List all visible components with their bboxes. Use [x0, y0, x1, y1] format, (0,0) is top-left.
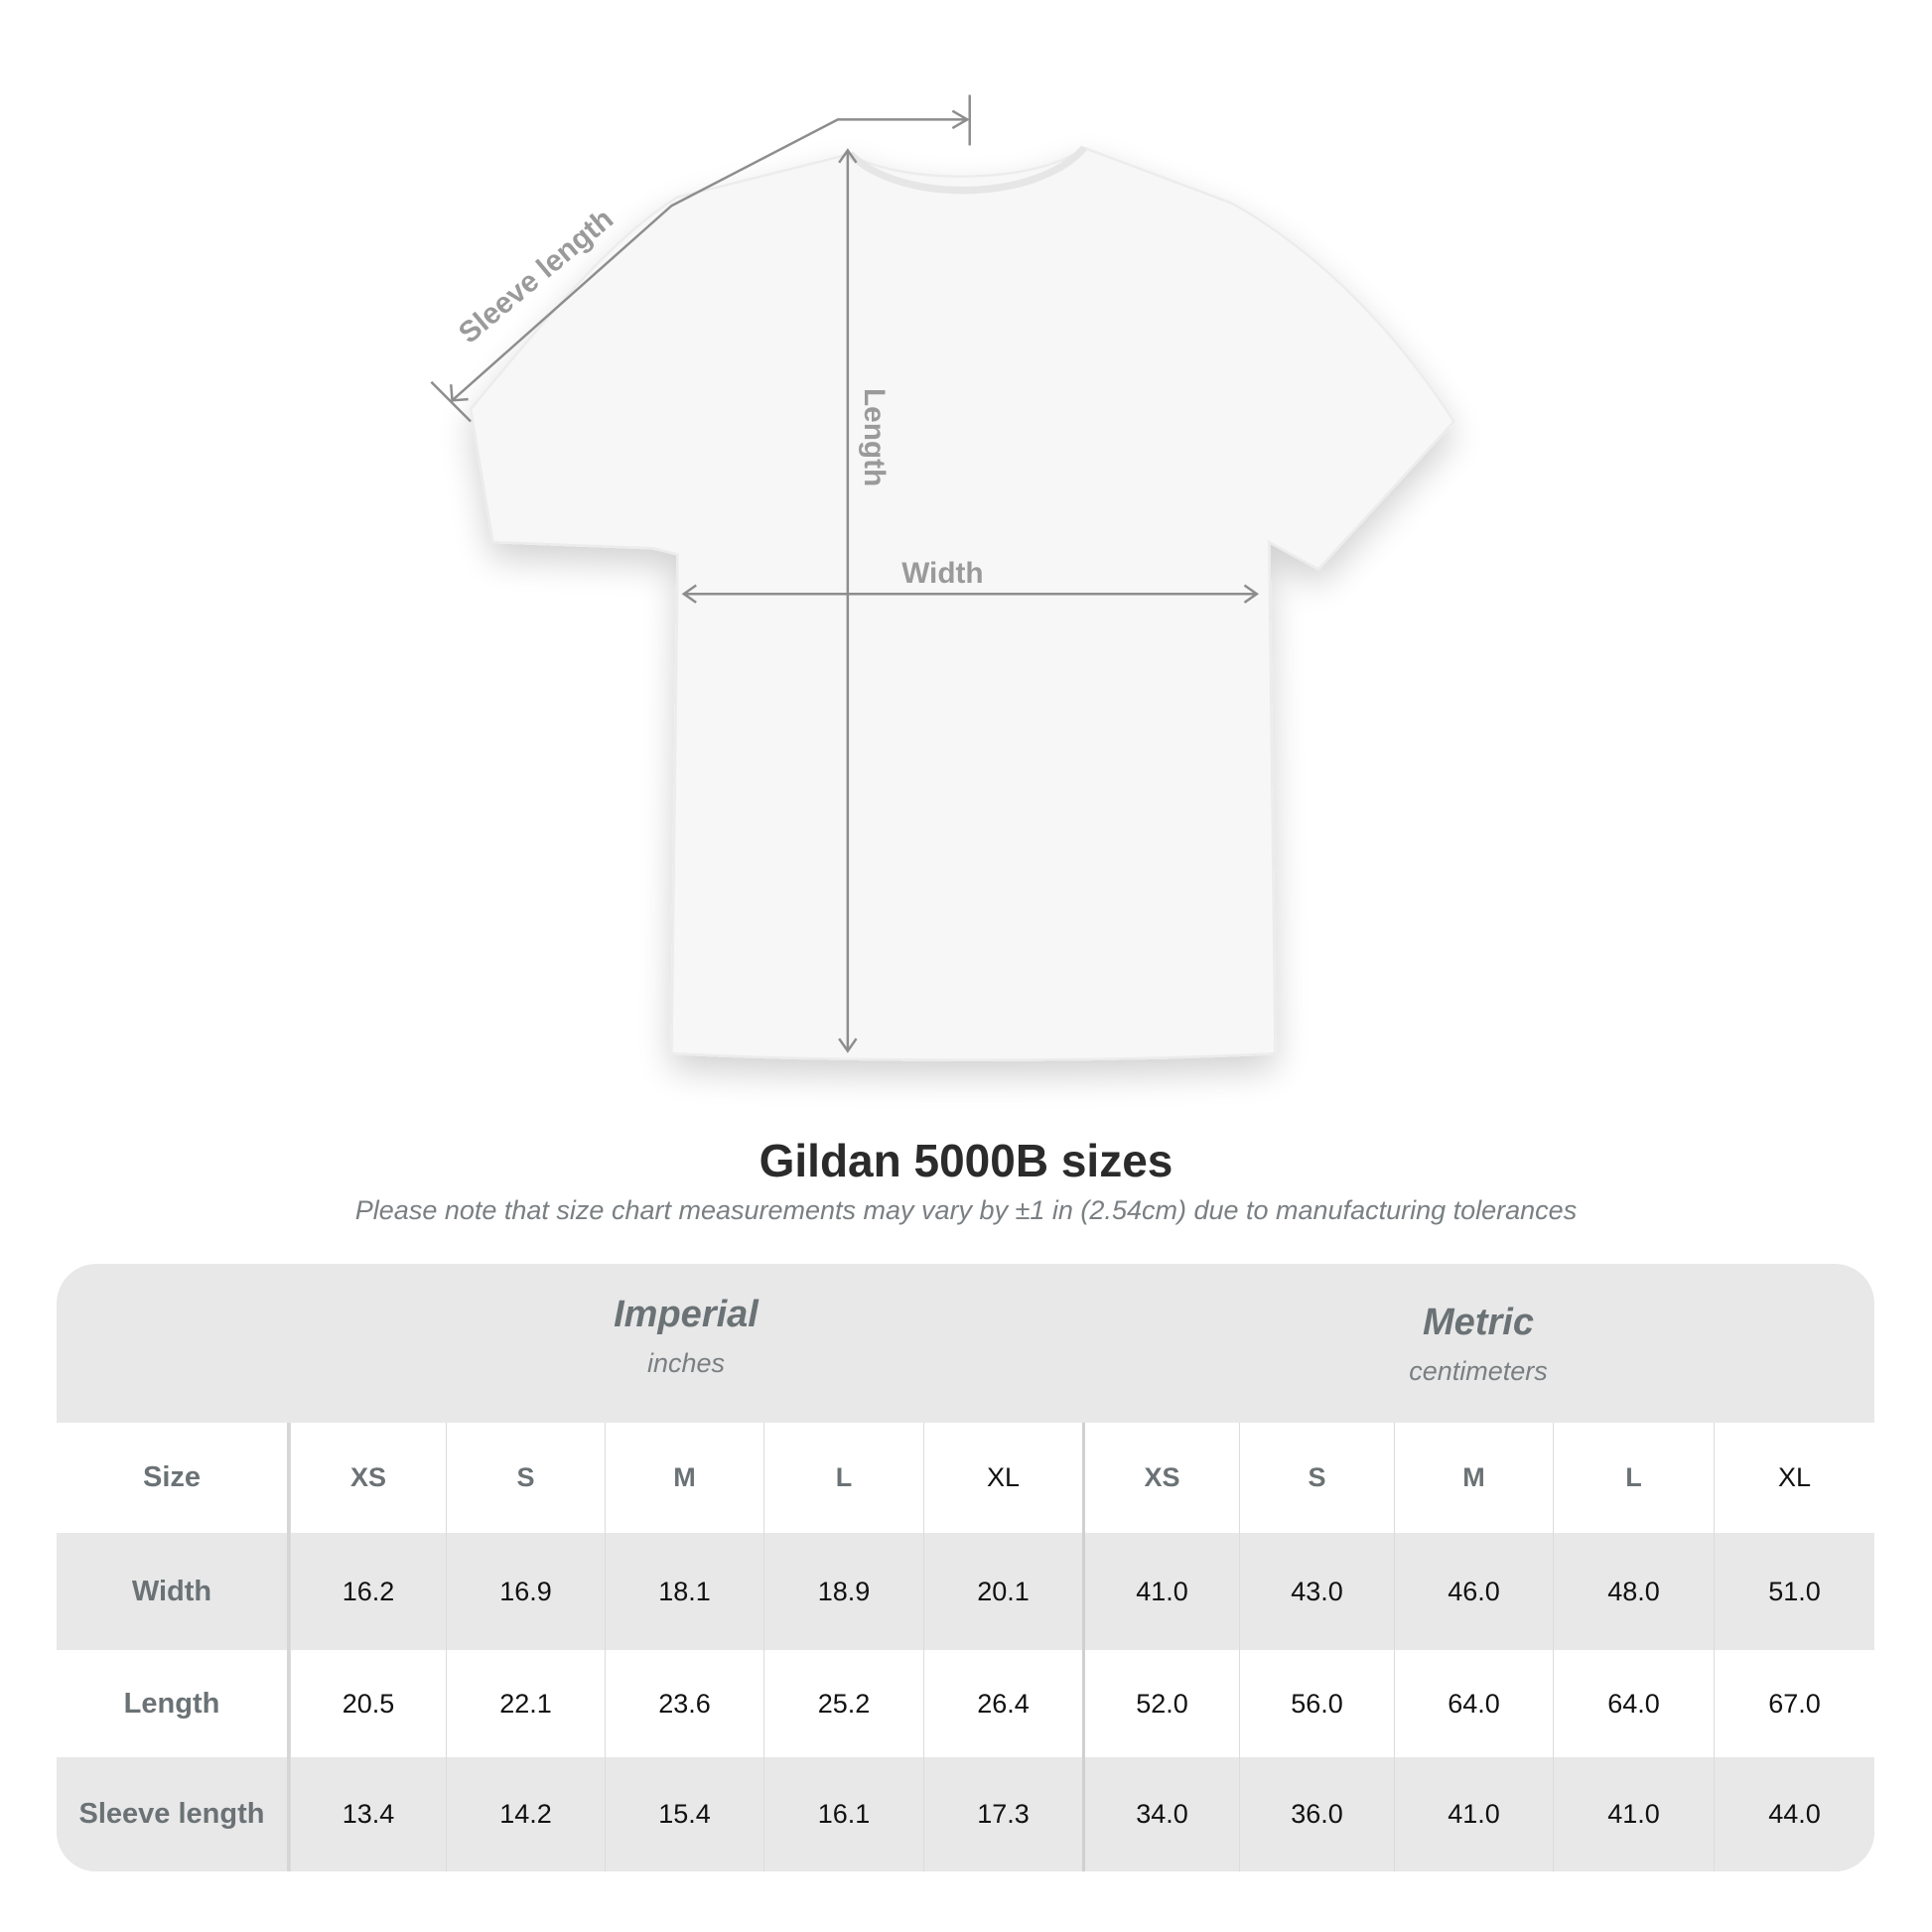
size-header: XL — [1714, 1423, 1874, 1533]
table-row: Width 16.2 16.9 18.1 18.9 20.1 41.0 43.0 46.0 48.… — [57, 1533, 1874, 1650]
metric-title: Metric — [1423, 1302, 1534, 1343]
size-header-row: Size XS S M L XL XS S M L XL — [57, 1423, 1874, 1533]
metric-value: 41.0 — [1553, 1757, 1714, 1871]
size-header: XS — [1082, 1423, 1239, 1533]
metric-value: 41.0 — [1082, 1533, 1239, 1650]
imperial-unit: inches — [646, 1348, 726, 1378]
imperial-value: 18.1 — [605, 1533, 763, 1650]
size-header: M — [1394, 1423, 1553, 1533]
imperial-value: 23.6 — [605, 1650, 763, 1757]
length-label: Length — [858, 388, 891, 486]
imperial-value: 13.4 — [290, 1757, 446, 1871]
imperial-value: 18.9 — [763, 1533, 923, 1650]
imperial-value: 17.3 — [923, 1757, 1082, 1871]
measurement-arrows — [430, 94, 1260, 1053]
imperial-value: 26.4 — [923, 1650, 1082, 1757]
imperial-value: 25.2 — [763, 1650, 923, 1757]
page-title: Gildan 5000B sizes — [759, 1135, 1173, 1186]
metric-unit: centimeters — [1409, 1356, 1548, 1386]
metric-value: 41.0 — [1394, 1757, 1553, 1871]
tshirt-icon — [469, 146, 1456, 1061]
imperial-value: 14.2 — [446, 1757, 605, 1871]
size-header: L — [763, 1423, 923, 1533]
imperial-header: Imperial inches — [290, 1294, 1082, 1379]
metric-value: 64.0 — [1394, 1650, 1553, 1757]
metric-value: 36.0 — [1239, 1757, 1394, 1871]
size-header: XL — [923, 1423, 1082, 1533]
row-label: Width — [57, 1533, 290, 1650]
size-header: L — [1553, 1423, 1714, 1533]
metric-value: 46.0 — [1394, 1533, 1553, 1650]
size-label: Size — [57, 1423, 290, 1533]
table-row: Sleeve length 13.4 14.2 15.4 16.1 17.3 34.0 36.… — [57, 1757, 1874, 1871]
tolerance-note: Please note that size chart measurements… — [354, 1195, 1578, 1225]
size-header: S — [1239, 1423, 1394, 1533]
imperial-value: 16.2 — [290, 1533, 446, 1650]
imperial-value: 20.1 — [923, 1533, 1082, 1650]
metric-header: Metric centimeters — [1082, 1302, 1874, 1387]
metric-value: 56.0 — [1239, 1650, 1394, 1757]
imperial-value: 20.5 — [290, 1650, 446, 1757]
width-label: Width — [901, 557, 983, 590]
row-label: Sleeve length — [57, 1757, 290, 1871]
imperial-value: 16.9 — [446, 1533, 605, 1650]
metric-value: 43.0 — [1239, 1533, 1394, 1650]
metric-value: 51.0 — [1714, 1533, 1874, 1650]
size-header: S — [446, 1423, 605, 1533]
size-header: XS — [290, 1423, 446, 1533]
row-label: Length — [57, 1650, 290, 1757]
table-row: Length 20.5 22.1 23.6 25.2 26.4 52.0 56.0 64.0 64… — [57, 1650, 1874, 1757]
size-chart-table: Imperial inches Metric centimeters Size X… — [57, 1264, 1874, 1871]
metric-value: 34.0 — [1082, 1757, 1239, 1871]
imperial-title: Imperial — [614, 1294, 759, 1335]
metric-value: 48.0 — [1553, 1533, 1714, 1650]
metric-value: 52.0 — [1082, 1650, 1239, 1757]
imperial-value: 22.1 — [446, 1650, 605, 1757]
metric-value: 64.0 — [1553, 1650, 1714, 1757]
imperial-value: 15.4 — [605, 1757, 763, 1871]
size-header: M — [605, 1423, 763, 1533]
metric-value: 44.0 — [1714, 1757, 1874, 1871]
imperial-value: 16.1 — [763, 1757, 923, 1871]
metric-value: 67.0 — [1714, 1650, 1874, 1757]
